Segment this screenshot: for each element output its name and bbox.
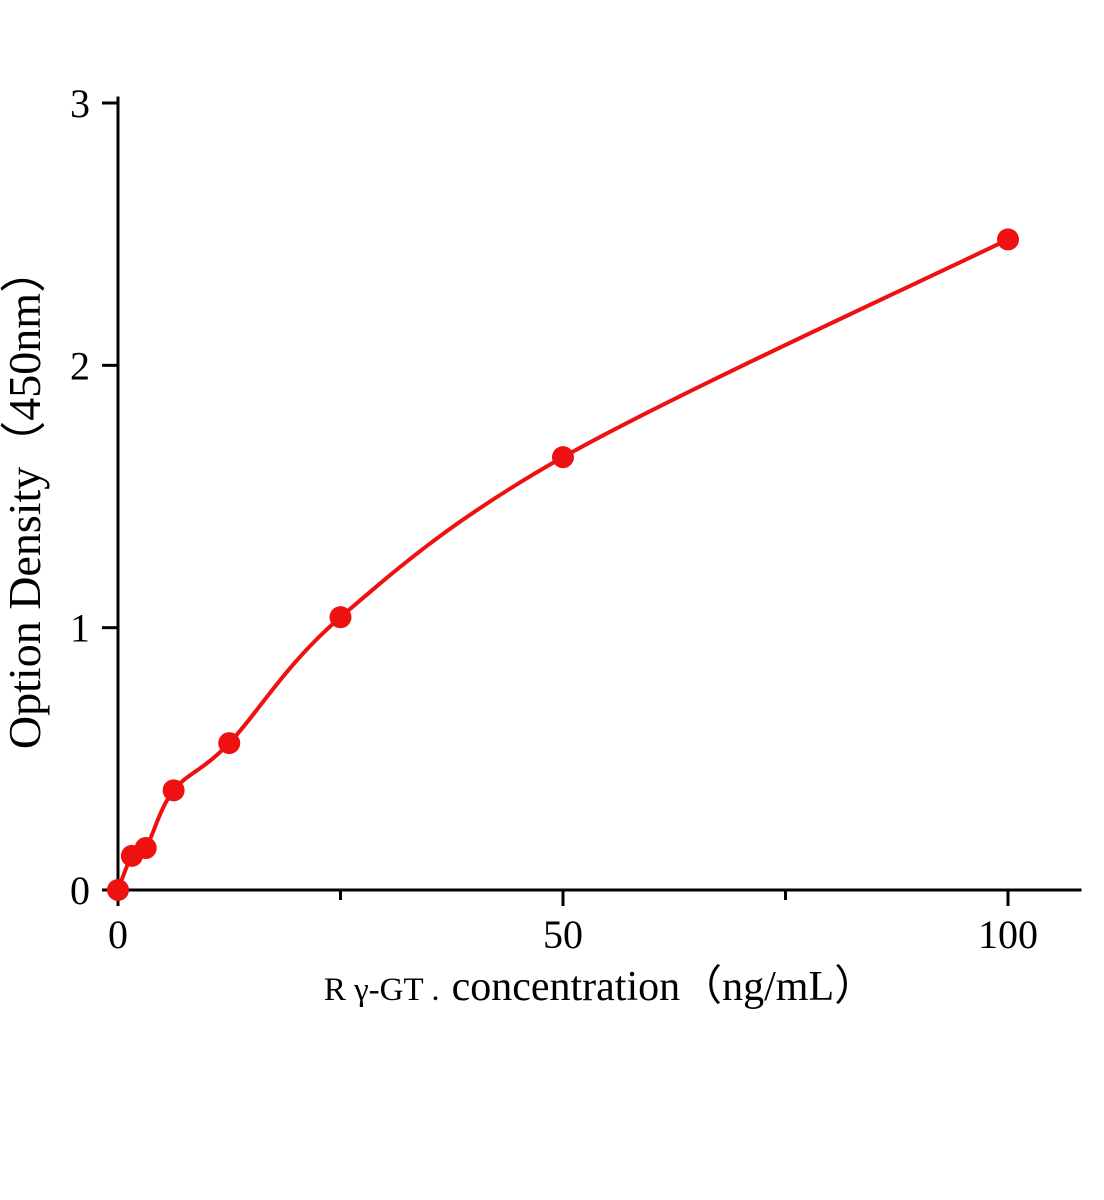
data-point	[162, 779, 185, 802]
data-point	[552, 446, 574, 469]
x-axis-label: R γ-GT . concentration（ng/mL）	[324, 964, 876, 1010]
data-point	[329, 606, 352, 629]
x-axis-label-main: concentration（ng/mL）	[452, 964, 877, 1010]
y-tick-label: 0	[70, 868, 90, 913]
y-tick-label: 1	[70, 606, 90, 651]
y-tick-label: 3	[70, 81, 90, 126]
axis-tick-labels: 0 50 100 0 1 2 3	[70, 81, 1038, 957]
x-tick-label: 100	[978, 912, 1038, 957]
y-axis-label: Option Density（450nm）	[0, 247, 50, 749]
y-tick-label: 2	[70, 343, 90, 388]
data-point	[218, 732, 241, 755]
x-tick-label: 50	[543, 912, 583, 957]
x-axis-label-prefix: R γ-GT .	[324, 972, 440, 1008]
data-point	[107, 879, 129, 901]
fit-curve	[116, 237, 1009, 891]
data-point	[997, 228, 1019, 251]
data-point	[134, 837, 157, 860]
data-points	[107, 228, 1019, 901]
axis-ticks	[102, 101, 1010, 906]
x-tick-label: 0	[108, 912, 128, 957]
